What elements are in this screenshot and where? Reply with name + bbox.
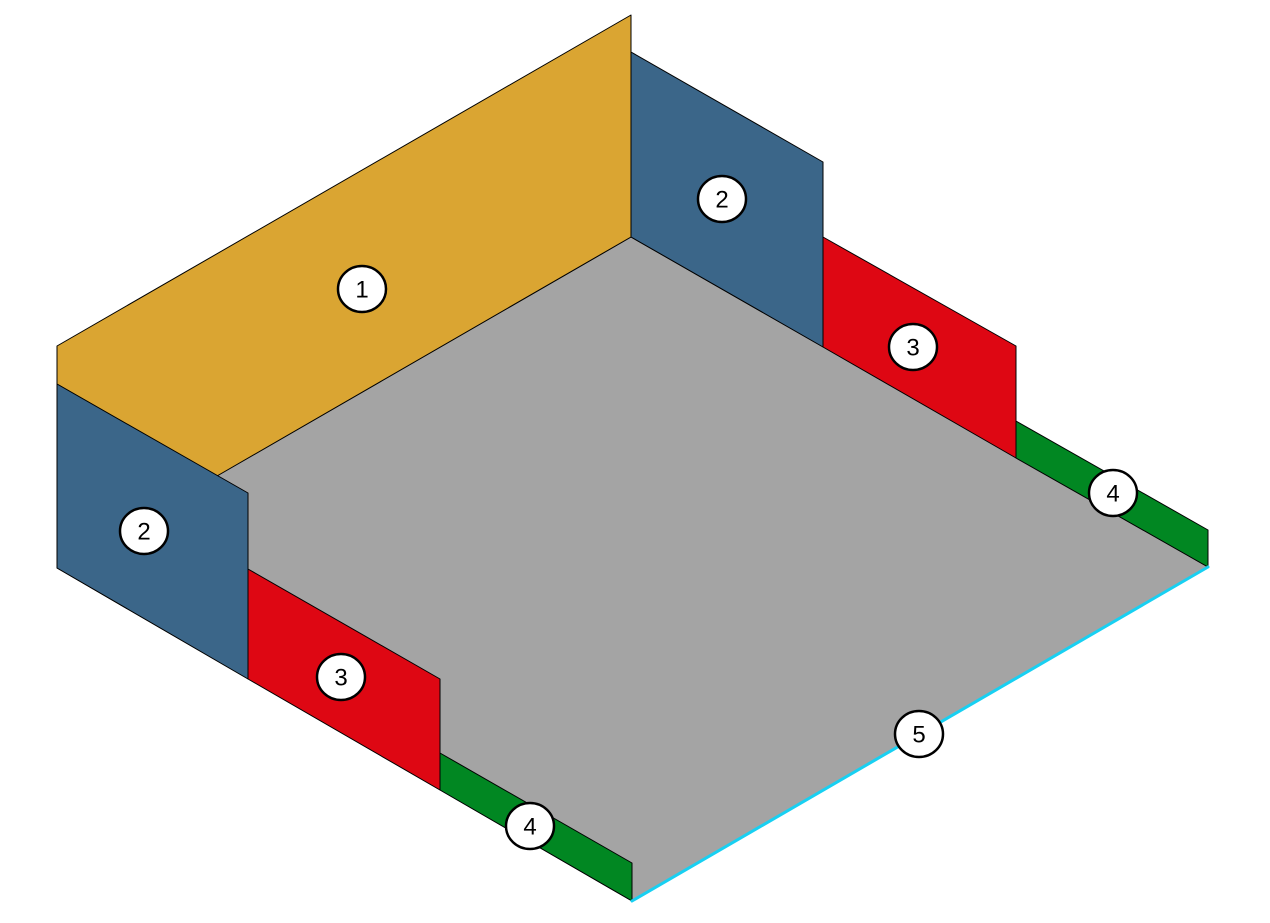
callout-label: 3 [334, 665, 347, 692]
callout-1-back-wall: 1 [336, 264, 388, 314]
callout-circle [893, 709, 945, 759]
callout-label: 4 [523, 814, 536, 841]
callout-4-right-lower-strip: 4 [1087, 468, 1139, 518]
callout-3-right-middle-panel: 3 [887, 322, 939, 372]
back-wall-panel [56, 14, 632, 477]
callout-label: 1 [355, 277, 368, 304]
callout-circle [118, 506, 170, 556]
callout-2-right-upper-panel: 2 [696, 174, 748, 224]
callout-label: 2 [137, 519, 150, 546]
callout-label: 3 [906, 335, 919, 362]
callout-circle [315, 652, 367, 702]
callout-circle [696, 174, 748, 224]
callout-label: 4 [1106, 481, 1119, 508]
callout-circle [504, 801, 556, 851]
callout-4-left-lower-strip: 4 [504, 801, 556, 851]
callout-label: 2 [715, 187, 728, 214]
callout-circle [1087, 468, 1139, 518]
callout-5-front-edge: 5 [893, 709, 945, 759]
callout-2-left-upper-panel: 2 [118, 506, 170, 556]
callout-label: 5 [912, 722, 925, 749]
callout-circle [336, 264, 388, 314]
callout-3-left-middle-panel: 3 [315, 652, 367, 702]
callout-circle [887, 322, 939, 372]
